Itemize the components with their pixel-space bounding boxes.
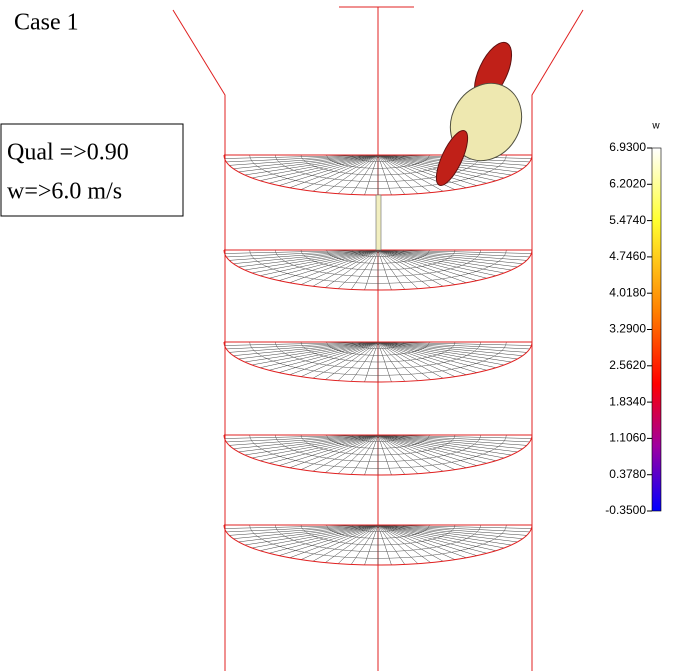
colorbar-tick-label: 3.2900: [609, 322, 646, 336]
rod-isosurface: [376, 195, 381, 250]
tray: [224, 525, 532, 565]
colorbar-tick-label: 0.3780: [609, 467, 646, 481]
scene: Case 1 Qual =>0.90 w=>6.0 m/s w 6.9300 6.…: [0, 0, 680, 671]
colorbar-tick-label: 1.8340: [609, 394, 646, 408]
colorbar-title: w: [651, 121, 660, 132]
colorbar-tick-label: -0.3500: [605, 503, 646, 517]
colorbar-tick-label: 2.5620: [609, 358, 646, 372]
tray: [224, 435, 532, 475]
tray: [224, 342, 532, 382]
column-walls: [173, 7, 583, 671]
tray: [224, 155, 532, 195]
screenshot: Case 1 Qual =>0.90 w=>6.0 m/s w 6.9300 6.…: [0, 0, 680, 671]
colorbar-tick-label: 6.9300: [609, 140, 646, 154]
colorbar-tick-label: 6.2020: [609, 176, 646, 190]
colorbar-tick-label: 4.7460: [609, 249, 646, 263]
case-label: Case 1: [14, 10, 79, 36]
colorbar: [652, 148, 661, 511]
isosurface-blob: [430, 37, 535, 189]
colorbar-tick-label: 1.1060: [609, 431, 646, 445]
colorbar-tick-label: 4.0180: [609, 285, 646, 299]
criterion: w=>6.0 m/s: [7, 179, 122, 205]
tray: [224, 250, 532, 290]
colorbar-tick-label: 5.4740: [609, 213, 646, 227]
criterion: Qual =>0.90: [7, 140, 129, 166]
